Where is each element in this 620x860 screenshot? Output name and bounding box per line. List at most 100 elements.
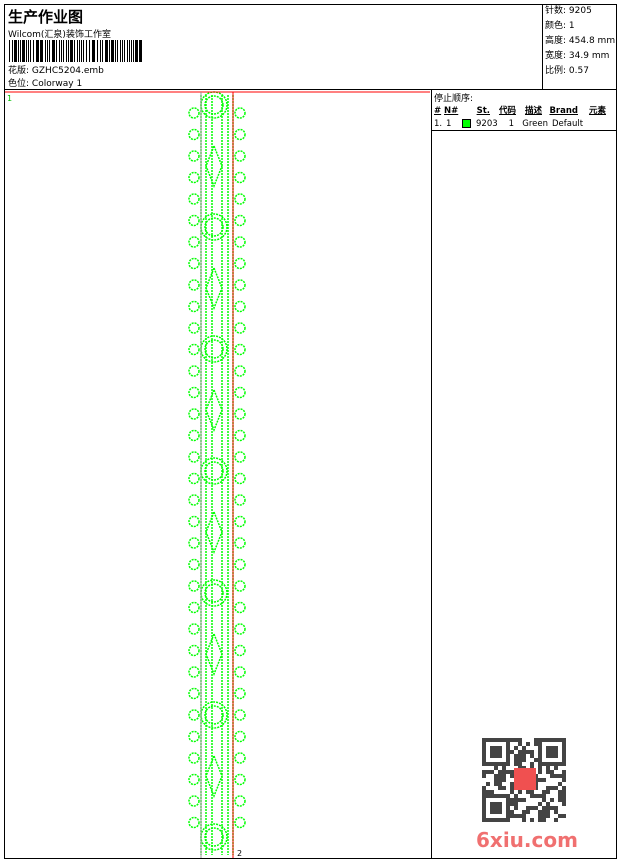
scallop-right (234, 687, 246, 700)
scallop-right (234, 601, 246, 614)
diamond-motif (205, 143, 223, 189)
scallop-right (234, 816, 246, 829)
scallop-left (188, 515, 200, 528)
large-ring-inner (204, 705, 224, 725)
scallop-right (234, 343, 246, 356)
scallop-left (188, 687, 200, 700)
scallop-left (188, 257, 200, 270)
scallop-right (234, 429, 246, 442)
scallop-right (234, 365, 246, 377)
scallop-left (188, 730, 200, 743)
page-title: 生产作业图 (8, 8, 84, 26)
studio-name: Wilcom(汇泉)装饰工作室 (8, 30, 111, 40)
scallop-right (234, 537, 246, 549)
scallop-left (188, 171, 200, 184)
scallop-left (188, 580, 200, 592)
colorway-value: Colorway 1 (31, 79, 83, 89)
scallop-left (188, 537, 200, 549)
scallop-right (234, 795, 246, 807)
scallop-right (234, 257, 246, 270)
large-ring-inner (204, 461, 224, 481)
col-element: 元素 (588, 106, 606, 116)
col-index: # (434, 106, 442, 116)
scallop-right (234, 580, 246, 592)
scallop-right (234, 193, 246, 205)
scallop-right (234, 709, 246, 721)
col-st: St. (476, 106, 490, 116)
scallop-right (234, 752, 246, 764)
scallop-left (188, 816, 200, 829)
scallop-left (188, 128, 200, 141)
col-code: 代码 (498, 106, 516, 116)
scallop-left (188, 709, 200, 721)
scallop-left (188, 386, 200, 399)
barcode (9, 40, 144, 62)
scallop-right (234, 236, 246, 248)
scallop-left (188, 472, 200, 485)
page-frame (4, 4, 617, 859)
scallop-left (188, 193, 200, 205)
scallop-left (188, 494, 200, 506)
scallop-left (188, 429, 200, 442)
scallop-left (188, 365, 200, 377)
design-value: GZHC5204.emb (31, 66, 104, 76)
diamond-motif (205, 509, 223, 555)
scallop-right (234, 644, 246, 657)
scallop-left (188, 773, 200, 786)
scallop-right (234, 300, 246, 313)
scallop-right (234, 386, 246, 399)
scallop-left (188, 623, 200, 635)
scallop-left (188, 300, 200, 313)
scallop-left (188, 236, 200, 248)
stat-stitches: 针数: 9205 (545, 6, 592, 16)
scallop-right (234, 128, 246, 141)
scallop-right (234, 408, 246, 420)
scallop-right (234, 171, 246, 184)
design-file: 花版: GZHC5204.emb (8, 65, 104, 77)
scallop-left (188, 644, 200, 657)
large-ring-inner (204, 583, 224, 603)
scallop-right (234, 515, 246, 528)
col-brand: Brand (549, 106, 578, 116)
scallop-left (188, 558, 200, 571)
large-ring-inner (204, 217, 224, 237)
stop-sequence-title: 停止顺序: (434, 94, 474, 104)
colorway-label: 色位: (8, 79, 30, 89)
scallop-right (234, 472, 246, 485)
diamond-motif (205, 753, 223, 799)
scallop-left (188, 666, 200, 678)
stop-sequence-panel: 停止顺序: # N# St. 代码 描述 Brand 元素 1. 1 9203 … (431, 90, 617, 859)
scallop-right (234, 322, 246, 334)
scallop-left (188, 150, 200, 162)
scallop-right (234, 451, 246, 463)
large-ring-inner (204, 827, 224, 847)
large-ring-inner (204, 95, 224, 115)
scallop-right (234, 773, 246, 786)
stamp-seal (514, 768, 536, 790)
table-header: # N# St. 代码 描述 Brand 元素 (432, 105, 617, 118)
scallop-left (188, 322, 200, 334)
diamond-motif (205, 631, 223, 677)
start-marker: 1 (7, 94, 12, 103)
table-row[interactable]: 1. 1 9203 1 Green Default (432, 118, 617, 131)
scallop-right (234, 279, 246, 291)
header: 生产作业图 Wilcom(汇泉)装饰工作室 花版: GZHC5204.emb 色… (4, 4, 617, 90)
scallop-right (234, 214, 246, 227)
diamond-motif (205, 265, 223, 311)
colorway: 色位: Colorway 1 (8, 78, 82, 90)
stat-colors: 颜色: 1 (545, 21, 575, 31)
col-n: N# (444, 106, 459, 116)
scallop-left (188, 601, 200, 614)
scallop-right (234, 107, 246, 119)
scallop-right (234, 494, 246, 506)
watermark-logo: 6xiu.com (476, 828, 578, 852)
scallop-left (188, 214, 200, 227)
diamond-motif (205, 387, 223, 433)
qr-code (482, 738, 566, 822)
scallop-left (188, 107, 200, 119)
stat-height: 高度: 454.8 mm (545, 36, 616, 46)
scallop-left (188, 279, 200, 291)
scallop-right (234, 623, 246, 635)
scallop-left (188, 451, 200, 463)
scallop-left (188, 795, 200, 807)
